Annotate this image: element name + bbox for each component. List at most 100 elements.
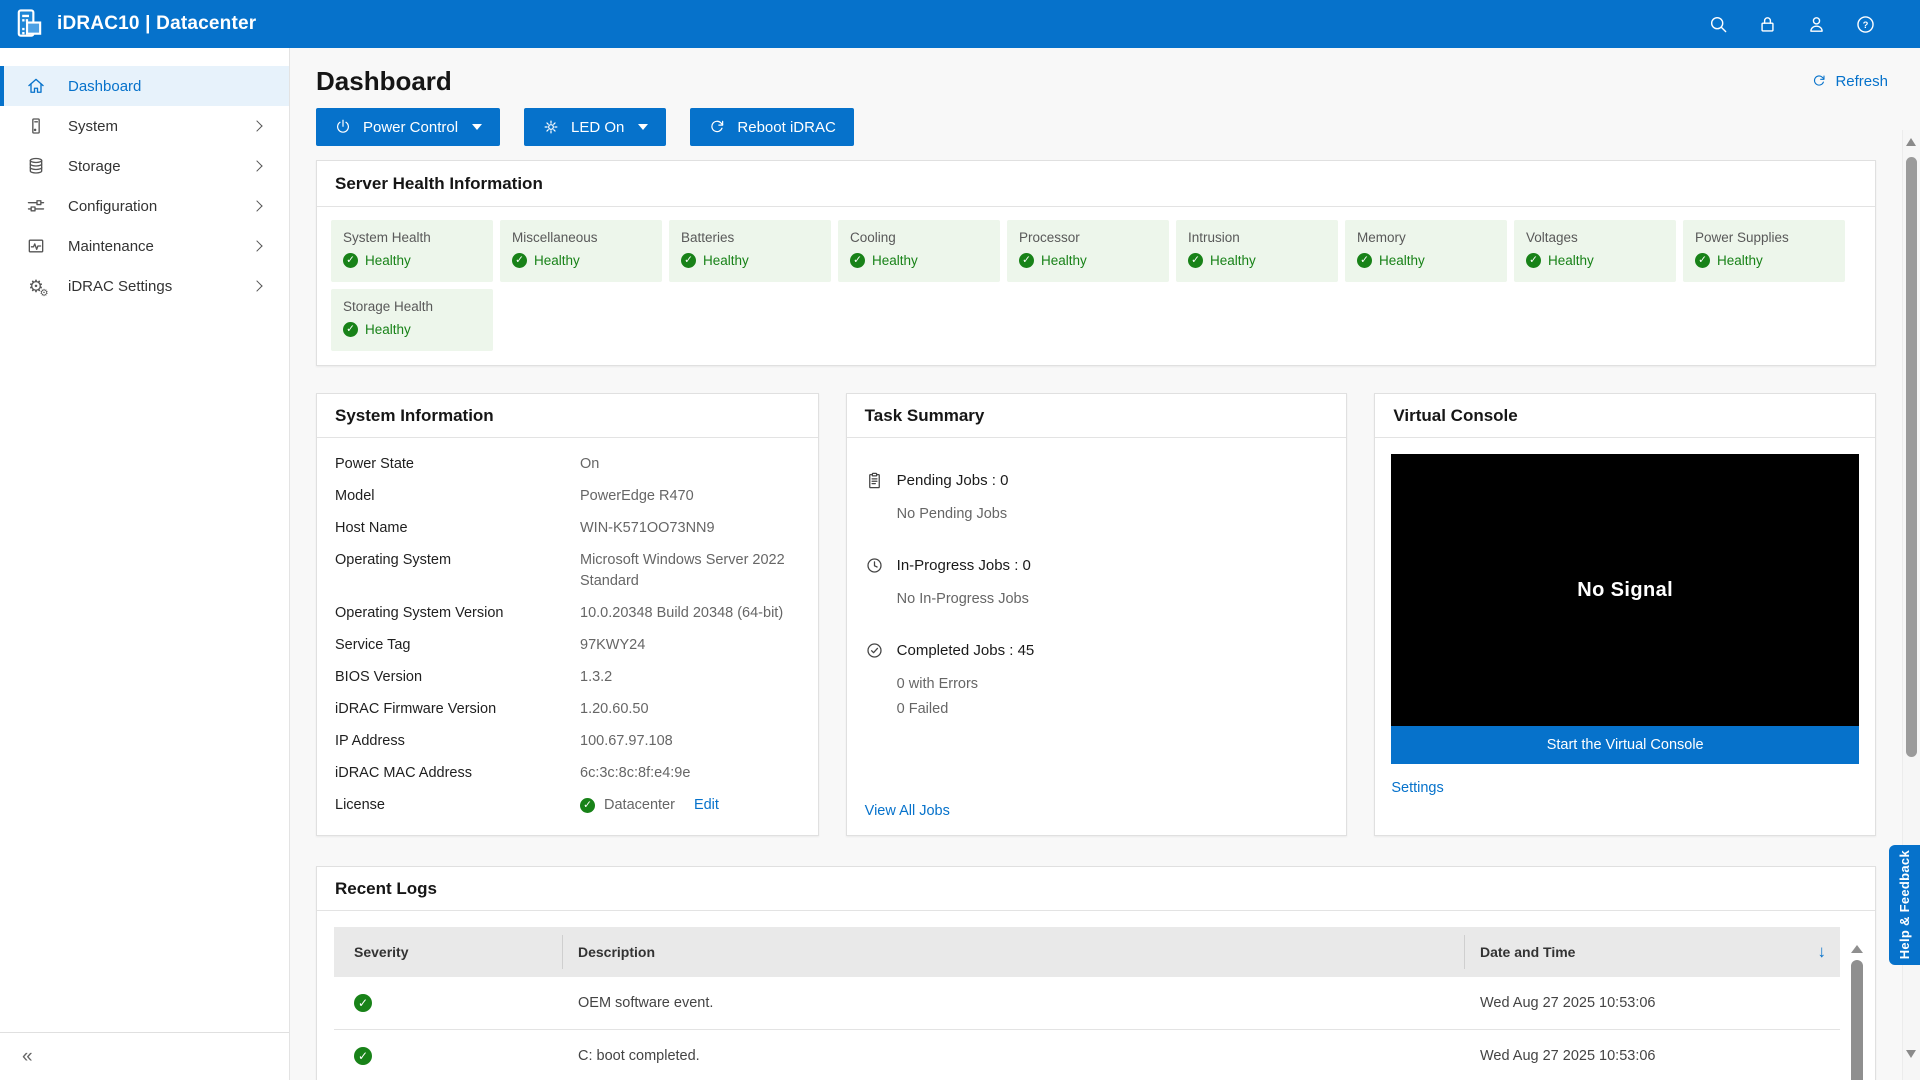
page-scrollbar[interactable] bbox=[1902, 130, 1920, 1080]
sidebar-collapse-button[interactable]: « bbox=[0, 1032, 289, 1080]
refresh-link[interactable]: Refresh bbox=[1811, 73, 1888, 90]
health-status: Healthy bbox=[703, 253, 749, 268]
maintenance-icon bbox=[26, 236, 46, 256]
user-icon[interactable] bbox=[1806, 14, 1827, 35]
chevron-right-icon bbox=[251, 160, 263, 172]
license-value: Datacenter bbox=[604, 797, 675, 813]
help-feedback-tab[interactable]: Help & Feedback bbox=[1889, 845, 1920, 965]
sidebar: Dashboard System Storage Configuration bbox=[0, 48, 290, 1080]
completed-jobs-label: Completed Jobs : 45 bbox=[896, 642, 1035, 659]
sort-descending-icon[interactable] bbox=[1818, 942, 1827, 962]
info-value: 1.20.60.50 bbox=[580, 701, 649, 717]
info-label: Host Name bbox=[335, 520, 408, 536]
check-circle-icon bbox=[867, 643, 882, 658]
health-tile-power-supplies[interactable]: Power Supplies Healthy bbox=[1683, 220, 1845, 282]
healthy-check-icon bbox=[343, 322, 358, 337]
completed-with-errors: 0 with Errors bbox=[896, 676, 979, 692]
health-tile-storage-health[interactable]: Storage Health Healthy bbox=[331, 289, 493, 351]
task-summary-card: Task Summary Pending Jobs : 0 No Pending… bbox=[845, 393, 1348, 836]
health-tile-intrusion[interactable]: Intrusion Healthy bbox=[1176, 220, 1338, 282]
severity-ok-icon bbox=[354, 1047, 372, 1065]
completed-failed: 0 Failed bbox=[896, 701, 949, 717]
scroll-thumb[interactable] bbox=[1906, 157, 1917, 757]
power-control-button[interactable]: Power Control bbox=[316, 108, 501, 146]
healthy-check-icon bbox=[850, 253, 865, 268]
start-virtual-console-button[interactable]: Start the Virtual Console bbox=[1391, 726, 1860, 764]
health-status: Healthy bbox=[1717, 253, 1763, 268]
sidebar-item-dashboard[interactable]: Dashboard bbox=[0, 66, 289, 106]
lock-icon[interactable] bbox=[1757, 14, 1778, 35]
health-tile-batteries[interactable]: Batteries Healthy bbox=[669, 220, 831, 282]
severity-ok-icon bbox=[354, 994, 372, 1012]
sidebar-item-label: Dashboard bbox=[68, 77, 142, 95]
server-health-title: Server Health Information bbox=[317, 161, 1875, 207]
column-header-description[interactable]: Description bbox=[562, 927, 1464, 977]
sidebar-item-label: Storage bbox=[68, 157, 121, 175]
system-information-card: System Information Power State On Model Po… bbox=[316, 393, 819, 836]
healthy-check-icon bbox=[343, 253, 358, 268]
health-status: Healthy bbox=[365, 253, 411, 268]
sidebar-item-idrac-settings[interactable]: ⚙ ⚙ iDRAC Settings bbox=[0, 266, 289, 306]
info-label: Service Tag bbox=[335, 637, 411, 653]
console-preview-screen[interactable]: No Signal bbox=[1391, 454, 1860, 726]
clock-icon bbox=[867, 558, 882, 573]
table-row[interactable]: OEM software event. Wed Aug 27 2025 10:5… bbox=[334, 977, 1840, 1030]
recent-logs-card: Recent Logs Severity Description Date an… bbox=[316, 866, 1876, 1080]
reboot-icon bbox=[711, 120, 724, 133]
scroll-up-arrow[interactable] bbox=[1906, 138, 1916, 146]
table-row[interactable]: C: boot completed. Wed Aug 27 2025 10:53… bbox=[334, 1030, 1840, 1080]
view-all-jobs-link[interactable]: View All Jobs bbox=[864, 803, 950, 819]
scroll-thumb[interactable] bbox=[1851, 960, 1863, 1080]
info-label: iDRAC Firmware Version bbox=[335, 701, 497, 717]
health-status: Healthy bbox=[1379, 253, 1425, 268]
info-label: Operating System bbox=[335, 552, 452, 568]
healthy-check-icon bbox=[1695, 253, 1710, 268]
log-datetime: Wed Aug 27 2025 10:53:06 bbox=[1480, 1048, 1656, 1064]
console-settings-link[interactable]: Settings bbox=[1391, 780, 1444, 796]
column-header-date[interactable]: Date and Time bbox=[1464, 927, 1840, 977]
info-label: Operating System Version bbox=[335, 605, 504, 621]
log-datetime: Wed Aug 27 2025 10:53:06 bbox=[1480, 995, 1656, 1011]
logs-scrollbar[interactable] bbox=[1848, 945, 1866, 1080]
sidebar-item-storage[interactable]: Storage bbox=[0, 146, 289, 186]
sliders-icon bbox=[26, 196, 46, 216]
health-tile-memory[interactable]: Memory Healthy bbox=[1345, 220, 1507, 282]
sidebar-item-maintenance[interactable]: Maintenance bbox=[0, 226, 289, 266]
sidebar-item-configuration[interactable]: Configuration bbox=[0, 186, 289, 226]
virtual-console-card: Virtual Console No Signal Start the Virt… bbox=[1374, 393, 1877, 836]
license-check-icon bbox=[580, 798, 595, 813]
column-header-severity[interactable]: Severity bbox=[354, 944, 409, 960]
info-label: Power State bbox=[335, 456, 414, 472]
sidebar-item-system[interactable]: System bbox=[0, 106, 289, 146]
server-health-card: Server Health Information System Health … bbox=[316, 160, 1876, 366]
scroll-up-arrow[interactable] bbox=[1851, 945, 1863, 953]
healthy-check-icon bbox=[681, 253, 696, 268]
health-status: Healthy bbox=[1041, 253, 1087, 268]
led-sun-icon bbox=[544, 120, 558, 134]
inprogress-jobs-label: In-Progress Jobs : 0 bbox=[896, 557, 1031, 574]
license-edit-link[interactable]: Edit bbox=[693, 797, 719, 813]
inprogress-jobs-empty: No In-Progress Jobs bbox=[896, 591, 1029, 607]
reboot-idrac-button[interactable]: Reboot iDRAC bbox=[690, 108, 854, 146]
collapse-icon: « bbox=[22, 1045, 33, 1067]
info-value: 10.0.20348 Build 20348 (64-bit) bbox=[580, 605, 784, 621]
health-tile-cooling[interactable]: Cooling Healthy bbox=[838, 220, 1000, 282]
health-tile-system-health[interactable]: System Health Healthy bbox=[331, 220, 493, 282]
sidebar-item-label: iDRAC Settings bbox=[68, 277, 173, 295]
health-tile-processor[interactable]: Processor Healthy bbox=[1007, 220, 1169, 282]
sidebar-item-label: System bbox=[68, 117, 119, 135]
home-icon bbox=[26, 76, 46, 96]
led-on-button[interactable]: LED On bbox=[524, 108, 667, 146]
health-tile-miscellaneous[interactable]: Miscellaneous Healthy bbox=[500, 220, 662, 282]
search-icon[interactable] bbox=[1708, 14, 1729, 35]
refresh-icon bbox=[1814, 75, 1826, 86]
recent-logs-table: Severity Description Date and Time OEM s… bbox=[334, 927, 1840, 1080]
healthy-check-icon bbox=[1526, 253, 1541, 268]
scroll-down-arrow[interactable] bbox=[1906, 1050, 1916, 1058]
help-icon[interactable]: ? bbox=[1855, 14, 1876, 35]
health-tile-voltages[interactable]: Voltages Healthy bbox=[1514, 220, 1676, 282]
healthy-check-icon bbox=[1019, 253, 1034, 268]
health-status: Healthy bbox=[1548, 253, 1594, 268]
info-label: BIOS Version bbox=[335, 669, 423, 685]
info-value: 97KWY24 bbox=[580, 637, 646, 653]
